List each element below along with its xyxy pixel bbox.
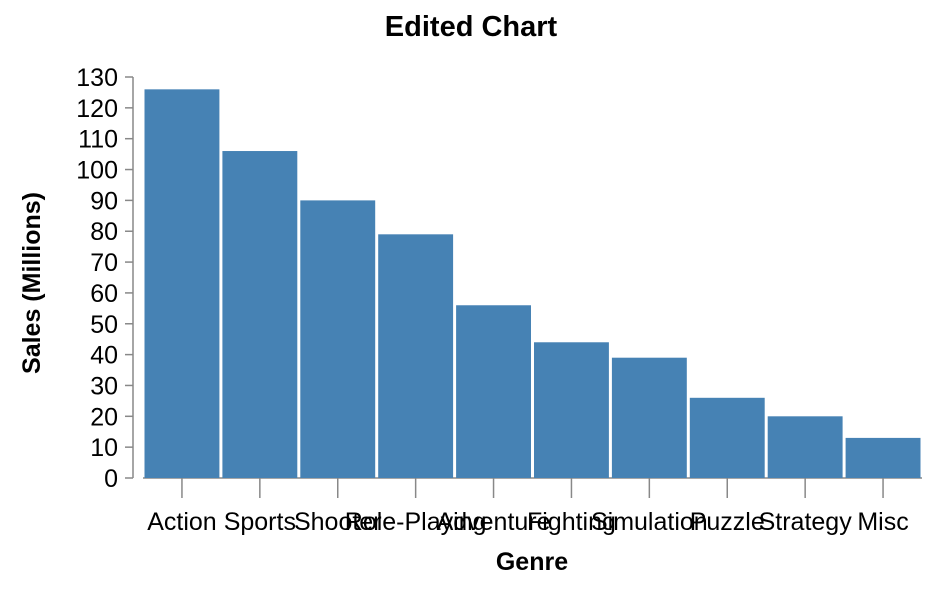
bar-role-playing	[378, 234, 454, 478]
y-tick-label: 20	[90, 403, 118, 431]
y-tick-label: 120	[76, 95, 118, 123]
bar-simulation	[611, 357, 687, 478]
bar-fighting	[534, 342, 609, 478]
y-tick-label: 100	[76, 157, 118, 185]
y-tick-label: 130	[76, 64, 118, 92]
x-tick-label: Role-Playing	[345, 508, 487, 536]
x-axis-title: Genre	[496, 548, 568, 576]
y-tick-label: 70	[90, 249, 118, 277]
bar-adventure	[456, 305, 531, 478]
x-axis: Action SportsShooterRole-PlayingAdventure…	[143, 477, 922, 536]
x-tick-label: Strategy	[759, 508, 853, 536]
bar-shooter	[300, 200, 376, 478]
y-tick-label: 110	[78, 126, 118, 154]
y-tick-label: 60	[90, 280, 118, 308]
bar-action	[144, 89, 220, 478]
x-tick-label: Shooter	[294, 508, 382, 536]
y-tick-label: 80	[90, 218, 118, 246]
x-tick-label: Fighting	[527, 508, 616, 536]
bar-puzzle	[689, 397, 765, 478]
x-tick-label: Action	[147, 508, 216, 536]
bar-misc	[845, 437, 921, 478]
chart-title: Edited Chart	[385, 11, 558, 43]
bar-sports	[222, 151, 298, 478]
x-tick-label: Misc	[857, 508, 908, 536]
bar-strategy	[767, 416, 843, 478]
x-tick-label: Sports	[224, 508, 296, 536]
y-tick-label: 90	[90, 187, 118, 215]
bars	[144, 89, 921, 478]
y-tick-label: 50	[90, 311, 118, 339]
x-tick-label: Adventure	[437, 508, 551, 536]
x-tick-label: Simulation	[591, 508, 708, 536]
x-tick-label: Puzzle	[690, 508, 765, 536]
y-tick-label: 40	[90, 342, 118, 370]
y-tick-label: 10	[90, 434, 118, 462]
y-tick-label: 30	[90, 372, 118, 400]
y-tick-label: 0	[104, 465, 118, 493]
y-axis-title: Sales (Millions)	[18, 192, 46, 374]
